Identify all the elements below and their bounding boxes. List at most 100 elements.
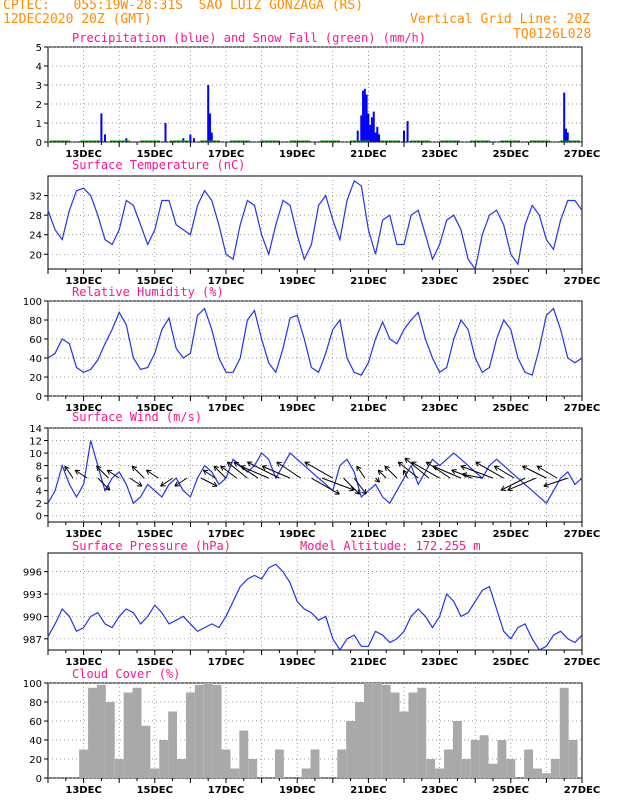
x-tick-label: 13DEC bbox=[65, 529, 101, 540]
x-tick-label: 17DEC bbox=[208, 657, 244, 668]
precip-bar bbox=[103, 134, 106, 142]
wind-arrow bbox=[311, 477, 340, 495]
wind-arrow-head bbox=[334, 489, 340, 495]
y-tick-label: 2 bbox=[36, 499, 42, 510]
cloud-bar bbox=[497, 740, 507, 778]
wind-arrow-head bbox=[461, 472, 468, 478]
x-tick-label: 25DEC bbox=[493, 276, 529, 287]
cloud-bar bbox=[470, 740, 480, 778]
x-tick-label: 23DEC bbox=[421, 149, 457, 160]
y-tick-label: 20 bbox=[29, 373, 42, 384]
y-tick-label: 4 bbox=[36, 487, 42, 498]
cloud-bar bbox=[230, 768, 240, 778]
wind-arrow-head bbox=[246, 461, 253, 467]
cloud-bar bbox=[426, 759, 436, 778]
y-tick-label: 6 bbox=[36, 474, 42, 485]
wind-arrow bbox=[451, 469, 472, 479]
precip-bar bbox=[563, 92, 566, 142]
wind-arrow bbox=[146, 469, 159, 479]
cloud-bar bbox=[363, 683, 373, 778]
wind-arrow bbox=[227, 461, 248, 479]
precip-bar bbox=[363, 88, 366, 142]
precip-bar bbox=[356, 130, 359, 142]
wind-arrow-head bbox=[451, 469, 457, 475]
wind-arrow-head bbox=[240, 465, 246, 471]
y-tick-label: 12 bbox=[29, 437, 42, 448]
wind-arrow bbox=[522, 465, 547, 479]
precip-bar bbox=[182, 138, 185, 142]
x-tick-label: 21DEC bbox=[350, 785, 386, 796]
wind-arrow bbox=[397, 461, 419, 479]
wind-arrow bbox=[500, 477, 526, 491]
wind-arrow bbox=[353, 477, 367, 495]
precip-bar bbox=[406, 121, 409, 142]
precip-bar bbox=[564, 128, 567, 142]
wind-arrow bbox=[276, 461, 302, 479]
cloud-bar bbox=[221, 749, 231, 778]
x-tick-label: 27DEC bbox=[564, 149, 600, 160]
wind-arrow-head bbox=[384, 465, 390, 472]
x-tick-label: 15DEC bbox=[137, 149, 173, 160]
y-tick-label: 5 bbox=[36, 43, 42, 54]
wind-arrow bbox=[74, 469, 88, 479]
cloud-bar bbox=[346, 721, 356, 778]
wind-arrow-head bbox=[354, 489, 360, 495]
wind-arrow bbox=[240, 465, 269, 479]
y-tick-label: 0 bbox=[36, 512, 42, 523]
wind-arrow bbox=[213, 465, 227, 479]
wind-arrow-head bbox=[521, 465, 528, 471]
x-tick-label: 27DEC bbox=[564, 785, 600, 796]
x-tick-label: 13DEC bbox=[65, 149, 101, 160]
cloud-bar bbox=[390, 692, 400, 778]
wind-arrow-head bbox=[106, 469, 113, 475]
y-tick-label: 100 bbox=[23, 679, 42, 690]
x-tick-label: 15DEC bbox=[137, 657, 173, 668]
y-tick-label: 990 bbox=[23, 612, 42, 623]
panel-title: Surface Pressure (hPa) bbox=[72, 539, 231, 553]
precip-bar bbox=[207, 85, 210, 142]
wind-arrow bbox=[536, 465, 558, 479]
cloud-bar bbox=[159, 740, 169, 778]
cloud-bar bbox=[123, 692, 133, 778]
y-tick-label: 20 bbox=[29, 250, 42, 261]
cloud-bar bbox=[435, 768, 445, 778]
wind-arrow-head bbox=[276, 461, 282, 467]
x-tick-label: 23DEC bbox=[421, 657, 457, 668]
cloud-bar bbox=[488, 763, 498, 778]
cloud-bar bbox=[461, 759, 471, 778]
wind-arrow-head bbox=[425, 461, 432, 467]
cloud-bar bbox=[239, 730, 249, 778]
x-tick-label: 17DEC bbox=[208, 276, 244, 287]
precip-bar bbox=[369, 124, 372, 142]
cloud-bar bbox=[88, 687, 97, 778]
wind-arrow-head bbox=[460, 464, 467, 471]
y-tick-label: 32 bbox=[29, 192, 42, 203]
precip-bar bbox=[403, 130, 405, 142]
x-tick-label: 23DEC bbox=[421, 276, 457, 287]
wind-arrow-head bbox=[361, 489, 367, 495]
wind-arrow bbox=[543, 477, 568, 487]
wind-arrow bbox=[460, 465, 494, 479]
x-tick-label: 21DEC bbox=[350, 403, 386, 414]
y-tick-label: 987 bbox=[23, 635, 42, 646]
wind-arrow bbox=[494, 465, 515, 479]
x-tick-label: 19DEC bbox=[279, 785, 315, 796]
cloud-bar bbox=[417, 687, 427, 778]
y-tick-label: 10 bbox=[29, 449, 42, 460]
panel-title: Precipitation (blue) and Snow Fall (gree… bbox=[72, 31, 426, 45]
y-tick-label: 0 bbox=[36, 392, 42, 403]
wind-arrow-head bbox=[213, 465, 219, 472]
cloud-bar bbox=[194, 684, 204, 778]
cloud-bar bbox=[533, 768, 542, 778]
precip-bar bbox=[360, 115, 363, 142]
cloud-bar bbox=[150, 768, 160, 778]
x-tick-label: 19DEC bbox=[279, 149, 315, 160]
y-tick-label: 8 bbox=[36, 462, 42, 473]
wind-arrow bbox=[97, 477, 111, 491]
x-tick-label: 25DEC bbox=[493, 657, 529, 668]
cloud-bar bbox=[301, 768, 311, 778]
cloud-bar bbox=[177, 759, 186, 778]
panel-frame bbox=[47, 46, 583, 143]
wind-arrow-head bbox=[160, 481, 166, 487]
series-line bbox=[47, 440, 583, 505]
